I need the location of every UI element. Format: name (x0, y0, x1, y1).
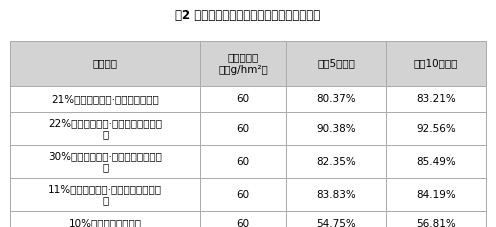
Text: 10%氟噻唑吡乙酮乳油: 10%氟噻唑吡乙酮乳油 (68, 219, 142, 227)
Text: 21%氟噻唑吡乙酮·松脂酸铜悬浮剂: 21%氟噻唑吡乙酮·松脂酸铜悬浮剂 (51, 94, 159, 104)
Text: 22%氟噻唑吡乙酮·松脂酸铜水分散粒
剂: 22%氟噻唑吡乙酮·松脂酸铜水分散粒 剂 (48, 118, 162, 140)
Text: 80.37%: 80.37% (316, 94, 356, 104)
Text: 84.19%: 84.19% (416, 190, 456, 200)
Text: 表2 不同药剂处理对葡萄霜霉病田间药效试验: 表2 不同药剂处理对葡萄霜霉病田间药效试验 (176, 9, 320, 22)
Text: 60: 60 (237, 124, 250, 134)
Text: 60: 60 (237, 94, 250, 104)
Text: 药后10天防效: 药后10天防效 (414, 59, 458, 69)
Text: 有效成分用
量（g/hm²）: 有效成分用 量（g/hm²） (218, 52, 268, 75)
Text: 83.83%: 83.83% (316, 190, 356, 200)
Text: 60: 60 (237, 190, 250, 200)
Text: 60: 60 (237, 219, 250, 227)
Text: 供试药剂: 供试药剂 (93, 59, 118, 69)
Text: 11%氟噻唑吡乙酮·松脂酸铜可湿性粉
剂: 11%氟噻唑吡乙酮·松脂酸铜可湿性粉 剂 (48, 184, 162, 205)
Text: 92.56%: 92.56% (416, 124, 456, 134)
Text: 54.75%: 54.75% (316, 219, 356, 227)
Text: 56.81%: 56.81% (416, 219, 456, 227)
Text: 82.35%: 82.35% (316, 157, 356, 167)
Text: 药后5天防效: 药后5天防效 (317, 59, 355, 69)
Text: 60: 60 (237, 157, 250, 167)
Text: 85.49%: 85.49% (416, 157, 456, 167)
Text: 83.21%: 83.21% (416, 94, 456, 104)
Text: 30%氟噻唑吡乙酮·松脂酸铜可湿性粉
剂: 30%氟噻唑吡乙酮·松脂酸铜可湿性粉 剂 (48, 151, 162, 173)
Text: 90.38%: 90.38% (316, 124, 356, 134)
